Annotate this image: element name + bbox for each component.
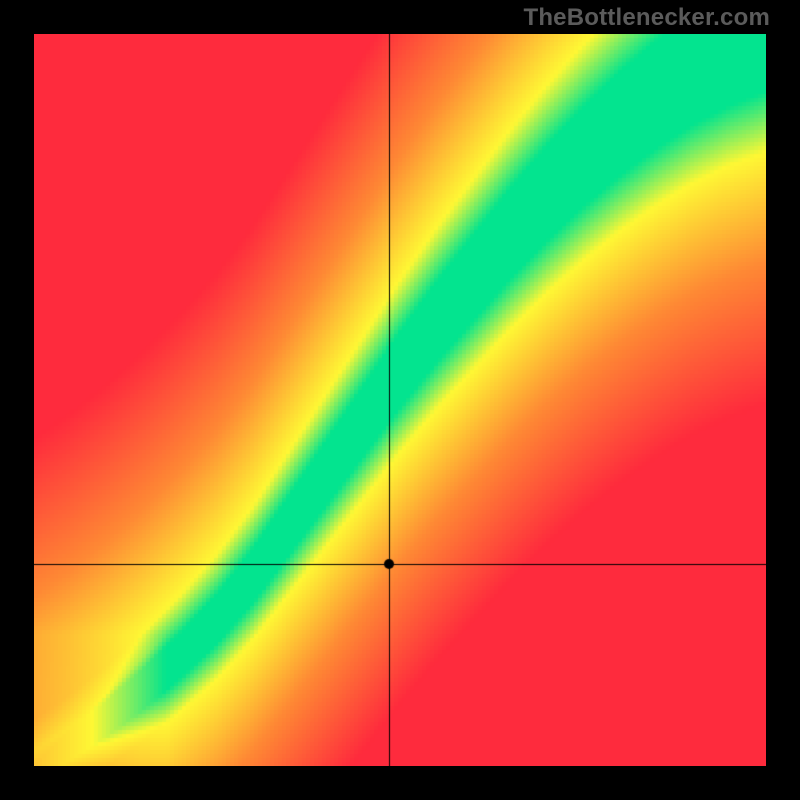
frame-right [766, 0, 800, 800]
watermark-text: TheBottlenecker.com [523, 4, 770, 32]
frame-left [0, 0, 34, 800]
crosshair-overlay [34, 34, 766, 766]
frame-bottom [0, 766, 800, 800]
